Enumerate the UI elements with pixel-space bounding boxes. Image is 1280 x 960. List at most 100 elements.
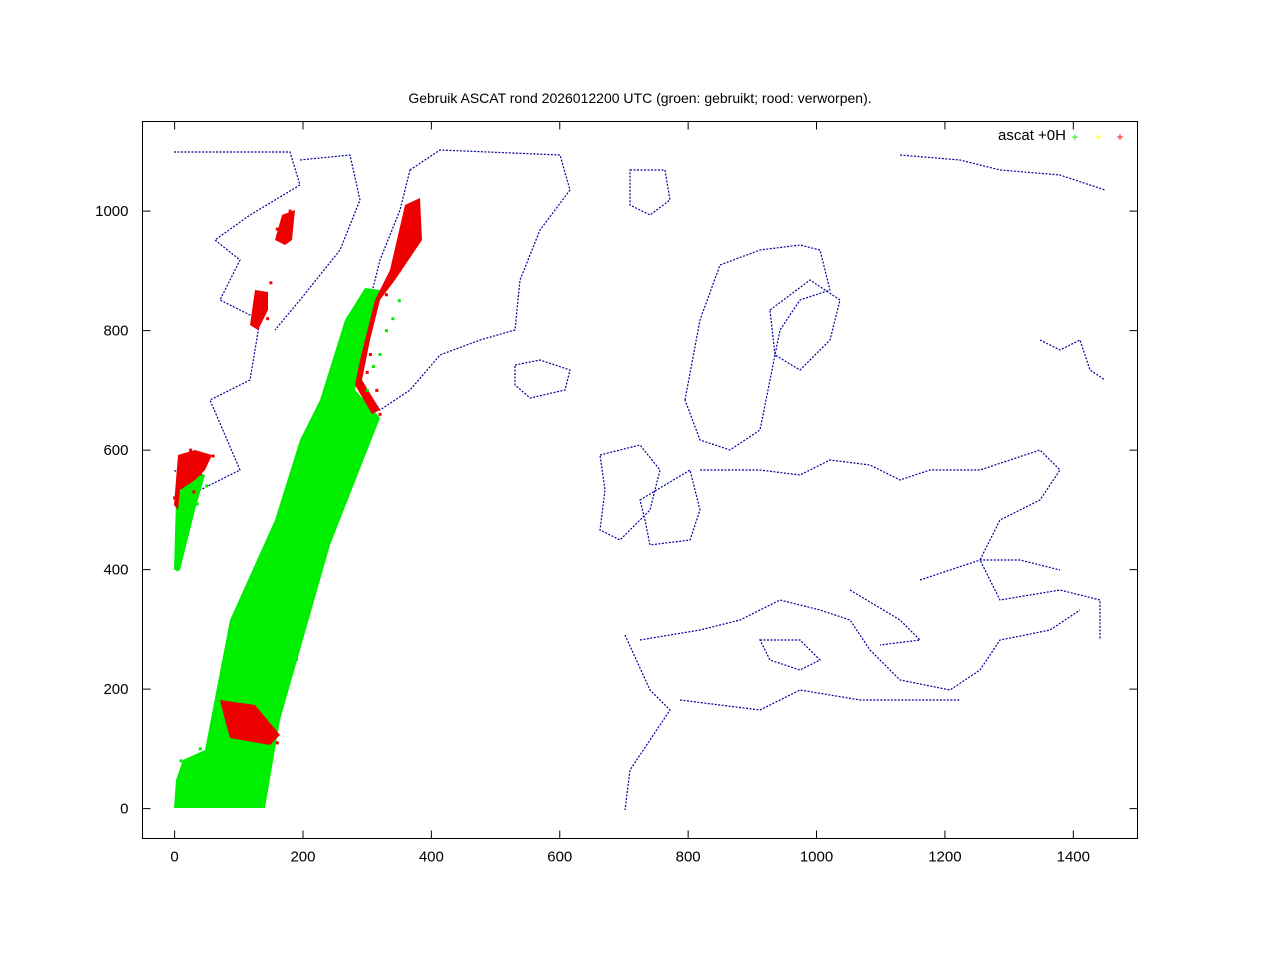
data-point-series-0	[391, 317, 395, 321]
data-point-series-0	[176, 568, 180, 572]
coastline-segment	[514, 359, 571, 399]
data-point-series-2	[404, 233, 408, 237]
data-point-series-0	[352, 424, 356, 428]
chart-title: Gebruik ASCAT rond 2026012200 UTC (groen…	[408, 90, 871, 106]
data-point-series-2	[375, 388, 379, 392]
data-point-series-0	[198, 747, 202, 751]
coastline-segment	[1039, 339, 1106, 381]
data-point-series-0	[243, 747, 247, 751]
coastline-segment	[629, 169, 671, 216]
plot-area	[142, 121, 1138, 839]
data-point-series-0	[359, 412, 363, 416]
coastline-map	[173, 149, 1106, 811]
axis-ticks: 0 200 400 600 800 1000 1200 1400 0 200 400 600 800 10…	[95, 121, 1138, 866]
data-point-series-0	[176, 804, 180, 808]
coastline-segment	[599, 444, 661, 541]
data-point-series-2	[378, 412, 382, 416]
data-point-series-2	[285, 215, 289, 219]
data-point-series-2	[224, 705, 228, 709]
data-point-series-2	[410, 209, 414, 213]
rejected-cluster-south	[220, 700, 280, 745]
data-point-series-0	[333, 496, 337, 500]
data-point-series-2	[365, 370, 369, 374]
coastline-segment	[173, 151, 301, 491]
rejected-cluster-west	[174, 450, 212, 510]
coastline-segment	[849, 589, 922, 646]
data-point-series-0	[295, 657, 299, 661]
y-tick-label: 400	[103, 562, 128, 579]
y-tick-label: 0	[120, 801, 128, 818]
coastline-segment	[679, 689, 960, 711]
data-point-series-2	[262, 299, 266, 303]
coastline-segment	[684, 244, 831, 451]
rejected-cluster-coast	[355, 198, 422, 414]
legend-label: ascat +0H	[998, 127, 1066, 144]
x-tick-label: 0	[170, 849, 178, 866]
data-point-series-0	[256, 804, 260, 808]
ascat-swath	[174, 198, 422, 808]
rejected-cluster-baffin	[250, 290, 268, 330]
data-point-series-0	[384, 329, 388, 333]
data-point-series-0	[372, 364, 376, 368]
data-point-series-2	[275, 741, 279, 745]
data-point-series-2	[384, 293, 388, 297]
coastline-segment	[759, 639, 822, 671]
data-point-series-0	[269, 717, 273, 721]
x-tick-label: 600	[547, 849, 572, 866]
y-tick-label: 600	[103, 442, 128, 459]
data-point-series-2	[368, 353, 372, 357]
data-point-series-0	[340, 472, 343, 476]
data-point-series-2	[192, 490, 196, 494]
x-tick-label: 1400	[1057, 849, 1090, 866]
data-point-series-0	[179, 759, 183, 763]
coastline-segment	[919, 559, 1061, 581]
data-point-series-0	[195, 502, 199, 506]
data-point-series-2	[179, 460, 183, 464]
data-point-series-0	[237, 753, 241, 757]
data-point-series-0	[378, 353, 382, 357]
legend-marker-1: +	[1094, 130, 1101, 144]
data-point-series-2	[266, 317, 270, 321]
data-point-series-0	[185, 532, 189, 536]
data-point-series-2	[198, 472, 202, 476]
data-point-series-0	[320, 556, 324, 560]
data-point-series-0	[285, 687, 289, 691]
coastline-segment	[639, 469, 701, 546]
data-point-series-0	[224, 783, 228, 787]
data-point-series-2	[288, 209, 292, 213]
legend: ascat +0H + + +	[998, 127, 1123, 144]
used-swath-west	[174, 470, 205, 570]
coastline-segment	[274, 154, 361, 331]
data-point-series-0	[211, 801, 215, 805]
y-tick-label: 1000	[95, 203, 128, 220]
coastline-segment	[639, 599, 1081, 691]
rejected-cluster-north	[275, 210, 295, 245]
legend-marker-2: +	[1116, 130, 1123, 144]
coastline-segment	[624, 634, 671, 811]
x-tick-label: 800	[676, 849, 701, 866]
data-point-series-2	[262, 729, 266, 733]
data-point-series-2	[173, 496, 177, 500]
data-points	[173, 203, 421, 808]
x-tick-label: 400	[419, 849, 444, 866]
x-tick-label: 1200	[928, 849, 961, 866]
data-point-series-0	[314, 568, 318, 572]
legend-markers: + + +	[1071, 130, 1123, 144]
data-point-series-2	[189, 448, 193, 452]
y-tick-label: 800	[103, 323, 128, 340]
data-point-series-2	[250, 717, 254, 721]
data-point-series-2	[417, 203, 421, 207]
data-point-series-2	[275, 227, 279, 231]
data-point-series-0	[397, 299, 401, 303]
data-point-series-2	[237, 711, 241, 715]
coastline-segment	[899, 154, 1106, 191]
legend-marker-0: +	[1071, 130, 1078, 144]
data-point-series-2	[269, 281, 273, 285]
data-point-series-0	[275, 687, 279, 691]
used-swath-main	[174, 288, 380, 808]
data-point-series-0	[262, 771, 266, 775]
coastline-segment	[700, 449, 1101, 640]
data-point-series-0	[365, 388, 369, 392]
data-point-series-0	[346, 448, 350, 452]
